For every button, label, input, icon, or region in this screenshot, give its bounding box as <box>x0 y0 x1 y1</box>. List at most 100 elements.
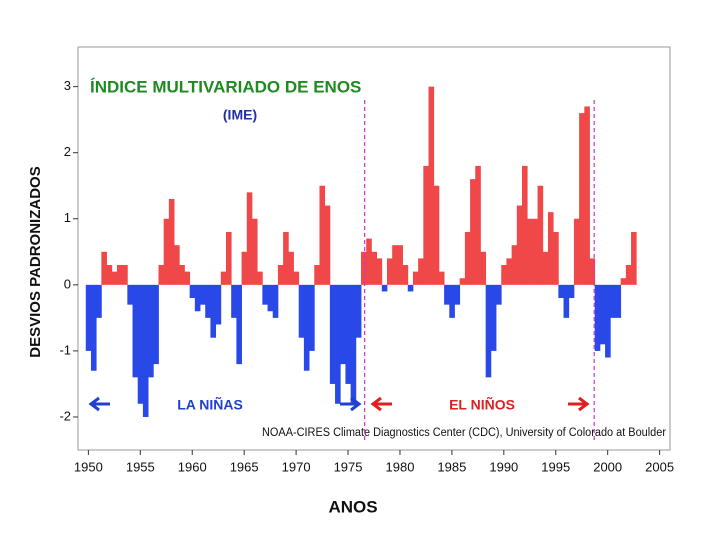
bar <box>361 251 367 285</box>
y-tick-label: -2 <box>59 408 71 423</box>
bar <box>423 165 429 285</box>
bar <box>257 271 263 285</box>
bar <box>547 212 554 285</box>
bar <box>189 284 196 299</box>
arrow <box>568 396 590 412</box>
bar <box>496 284 502 305</box>
arrows <box>88 396 590 412</box>
bar <box>246 192 253 285</box>
bar <box>226 231 232 285</box>
y-tick-label: 3 <box>64 78 71 93</box>
source-note: NOAA-CIRES Climate Diagnostics Center (C… <box>262 427 666 439</box>
bar <box>475 165 481 285</box>
bar <box>168 198 175 285</box>
bar <box>392 245 398 285</box>
bar <box>407 284 414 292</box>
bar <box>111 271 118 285</box>
bar <box>522 165 528 285</box>
bar <box>402 265 409 285</box>
bar <box>298 284 305 338</box>
bar <box>277 265 284 285</box>
arrow <box>370 396 392 412</box>
bar <box>314 265 320 285</box>
bar <box>288 251 294 285</box>
x-tick-label: 1955 <box>126 459 155 474</box>
bar <box>251 218 258 285</box>
x-axis-label: ANOS <box>328 497 377 516</box>
bar <box>605 284 611 358</box>
bar <box>241 251 248 285</box>
y-tick-label: 2 <box>64 144 71 159</box>
bar <box>568 284 575 299</box>
bar <box>516 205 523 285</box>
bar <box>371 251 377 285</box>
bar <box>470 179 476 285</box>
x-tick-label: 2000 <box>593 459 622 474</box>
bar <box>345 284 352 384</box>
bar <box>553 231 559 285</box>
bar <box>620 278 627 285</box>
bar <box>205 284 211 318</box>
bar <box>631 231 637 285</box>
x-tick-label: 1960 <box>178 459 207 474</box>
bar <box>418 258 424 285</box>
bar <box>283 231 289 285</box>
bar <box>579 113 585 285</box>
bar <box>194 284 201 312</box>
bar <box>137 284 144 404</box>
x-tick-label: 2005 <box>645 459 674 474</box>
arrow <box>340 396 362 412</box>
bar <box>584 106 590 285</box>
bar <box>625 265 632 285</box>
x-tick-label: 1970 <box>282 459 311 474</box>
bar <box>350 284 357 404</box>
bar <box>386 258 393 285</box>
bar <box>506 258 513 285</box>
bar <box>309 284 315 351</box>
marks <box>85 86 637 417</box>
bar <box>428 86 435 285</box>
bar <box>464 231 471 285</box>
bar <box>433 185 440 285</box>
bar <box>85 284 92 351</box>
bar <box>174 245 180 285</box>
bar <box>366 238 372 285</box>
bar <box>501 265 507 285</box>
bar <box>376 258 383 285</box>
bar <box>272 284 279 318</box>
bar <box>236 284 242 365</box>
subtitle: (IME) <box>223 107 257 123</box>
bar <box>335 284 341 404</box>
bar <box>454 284 461 305</box>
bar <box>324 205 331 285</box>
bar <box>96 284 102 318</box>
bar <box>563 284 570 318</box>
x-tick-label: 1980 <box>386 459 415 474</box>
bar <box>220 271 227 285</box>
bar <box>319 185 326 285</box>
bar <box>589 258 596 285</box>
bar <box>381 284 388 292</box>
bar <box>210 284 217 338</box>
bar <box>438 271 445 285</box>
bar <box>615 284 622 318</box>
chart-title: ÍNDICE MULTIVARIADO DE ENOS <box>90 77 361 96</box>
x-tick-label: 1975 <box>334 459 363 474</box>
bar <box>610 284 616 318</box>
bar <box>511 245 518 285</box>
bar <box>490 284 497 351</box>
bar <box>200 284 206 305</box>
bar <box>90 284 97 371</box>
bar <box>558 284 564 299</box>
x-tick-label: 1950 <box>74 459 103 474</box>
bar <box>116 265 123 285</box>
y-tick-label: 0 <box>64 276 71 291</box>
y-tick-label: 1 <box>64 210 71 225</box>
bar <box>329 284 336 384</box>
bar <box>532 218 538 285</box>
bar <box>537 185 544 285</box>
bar <box>158 265 165 285</box>
bar <box>397 245 403 285</box>
x-tick-label: 1985 <box>437 459 466 474</box>
